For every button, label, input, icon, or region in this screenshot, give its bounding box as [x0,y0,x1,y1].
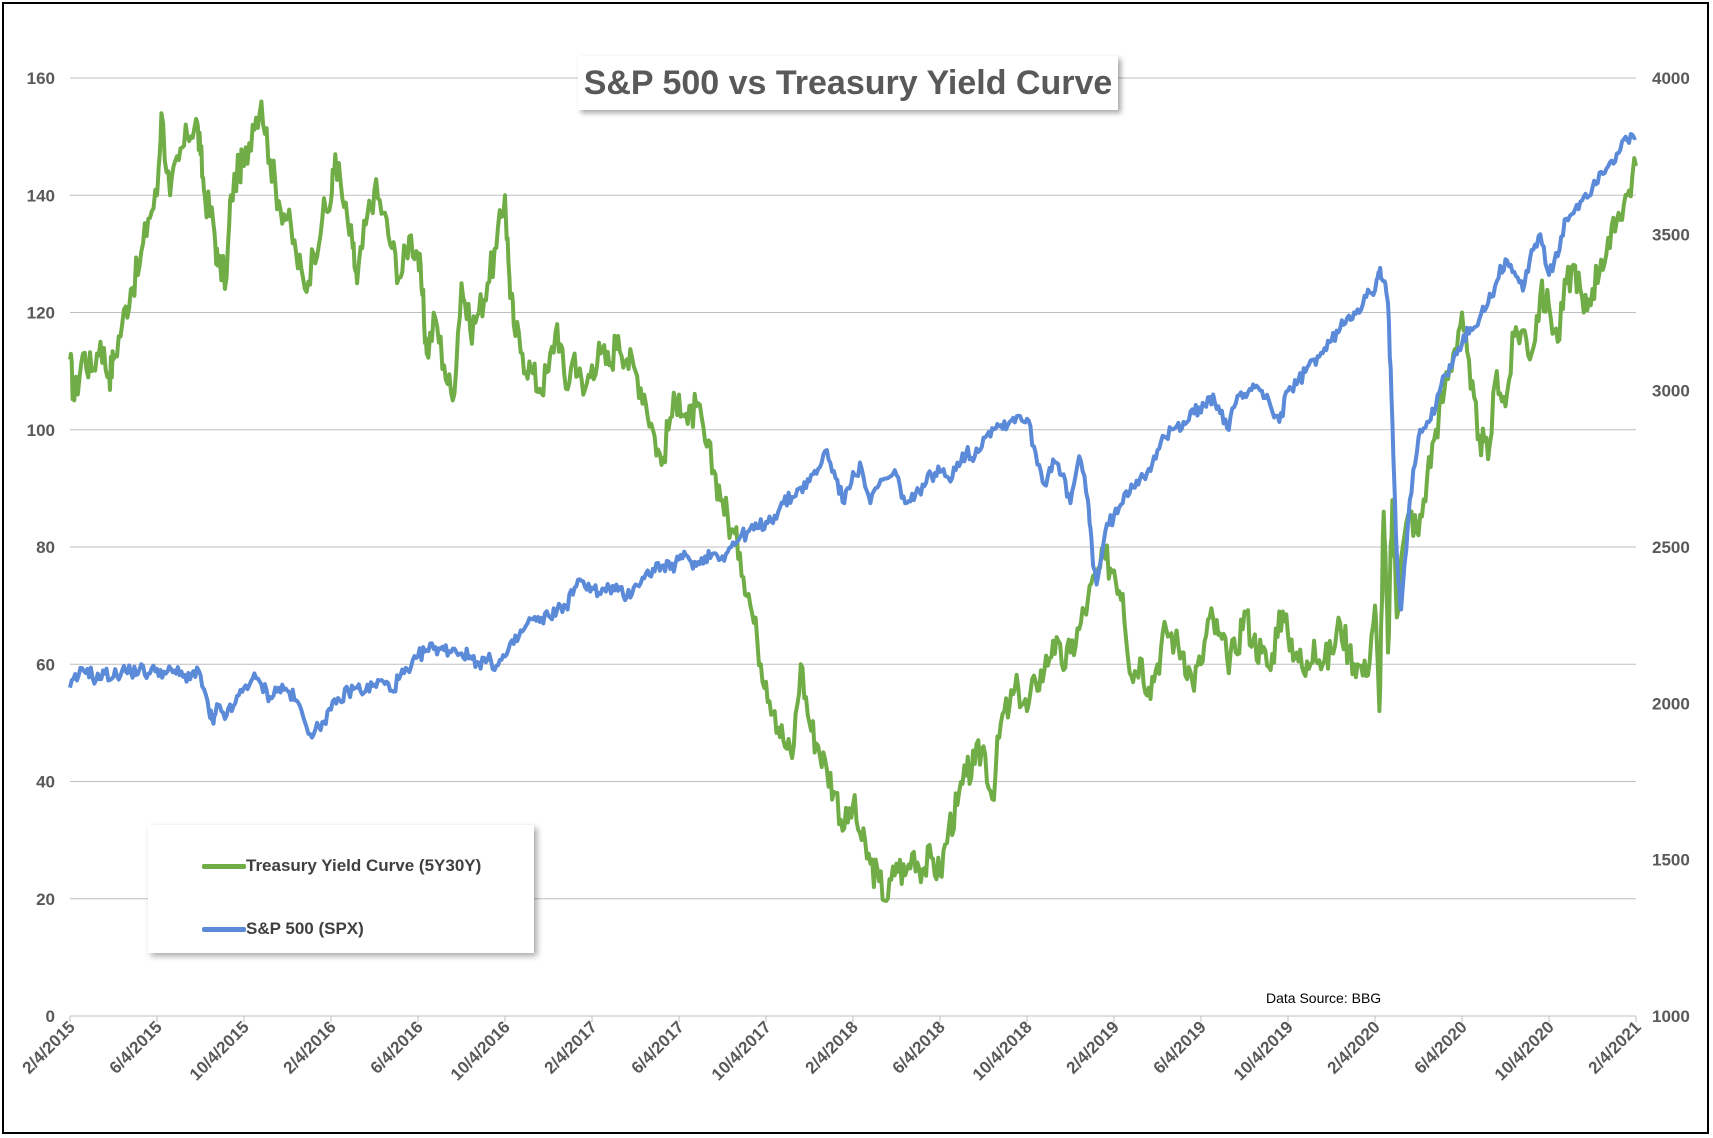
series-line-yield-curve [68,99,1638,903]
y-right-tick-label: 3000 [1652,382,1690,401]
x-tick-label: 6/4/2019 [1150,1017,1210,1077]
x-tick-label: 10/4/2017 [708,1017,775,1084]
x-tick-label: 2/4/2015 [19,1017,79,1077]
x-tick-label: 6/4/2018 [889,1017,949,1077]
x-tick-label: 2/4/2017 [541,1017,601,1077]
x-tick-label: 2/4/2021 [1585,1017,1645,1077]
series-group [68,99,1638,903]
legend-swatch-spx [202,926,246,932]
chart-title: S&P 500 vs Treasury Yield Curve [578,56,1118,110]
y-right-tick-label: 1500 [1652,851,1690,870]
y-left-tick-label: 80 [36,538,55,557]
legend-item-spx: S&P 500 (SPX) [202,919,364,939]
data-source-note: Data Source: BBG [1266,990,1382,1006]
y-left-tick-label: 160 [27,69,55,88]
y-left-tick-label: 0 [46,1007,55,1026]
x-tick-label: 10/4/2015 [186,1017,253,1084]
x-tick-label: 10/4/2020 [1491,1017,1558,1084]
y-left-tick-label: 120 [27,304,55,323]
y-right-tick-label: 4000 [1652,69,1690,88]
legend-swatch-yield-curve [202,863,246,869]
x-tick-label: 10/4/2016 [447,1017,514,1084]
y-axis-right: 1000 1500 2000 2500 3000 3500 4000 [1652,69,1690,1026]
y-left-tick-label: 100 [27,421,55,440]
y-left-tick-label: 60 [36,655,55,674]
x-tick-label: 6/4/2015 [106,1017,166,1077]
y-left-tick-label: 20 [36,890,55,909]
y-left-tick-label: 140 [27,186,55,205]
x-tick-label: 10/4/2019 [1230,1017,1297,1084]
x-tick-label: 6/4/2017 [628,1017,688,1077]
x-tick-label: 2/4/2020 [1324,1017,1384,1077]
y-right-tick-label: 1000 [1652,1007,1690,1026]
y-axis-left: 0 20 40 60 80 100 120 140 160 [27,69,55,1026]
x-tick-label: 10/4/2018 [969,1017,1036,1084]
x-tick-label: 2/4/2016 [280,1017,340,1077]
legend: Treasury Yield Curve (5Y30Y) S&P 500 (SP… [148,825,534,953]
legend-label-yield-curve: Treasury Yield Curve (5Y30Y) [246,856,482,875]
series-line-spx [68,132,1637,740]
legend-label-spx: S&P 500 (SPX) [246,919,364,938]
y-right-tick-label: 3500 [1652,225,1690,244]
y-right-tick-label: 2500 [1652,538,1690,557]
x-tick-label: 2/4/2019 [1063,1017,1123,1077]
legend-item-yield-curve: Treasury Yield Curve (5Y30Y) [202,856,481,876]
x-axis: 2/4/2015 6/4/2015 10/4/2015 2/4/2016 6/4/201… [19,1016,1645,1084]
x-tick-label: 6/4/2016 [367,1017,427,1077]
y-right-tick-label: 2000 [1652,694,1690,713]
y-left-tick-label: 40 [36,773,55,792]
x-tick-label: 2/4/2018 [802,1017,862,1077]
x-tick-label: 6/4/2020 [1411,1017,1471,1077]
